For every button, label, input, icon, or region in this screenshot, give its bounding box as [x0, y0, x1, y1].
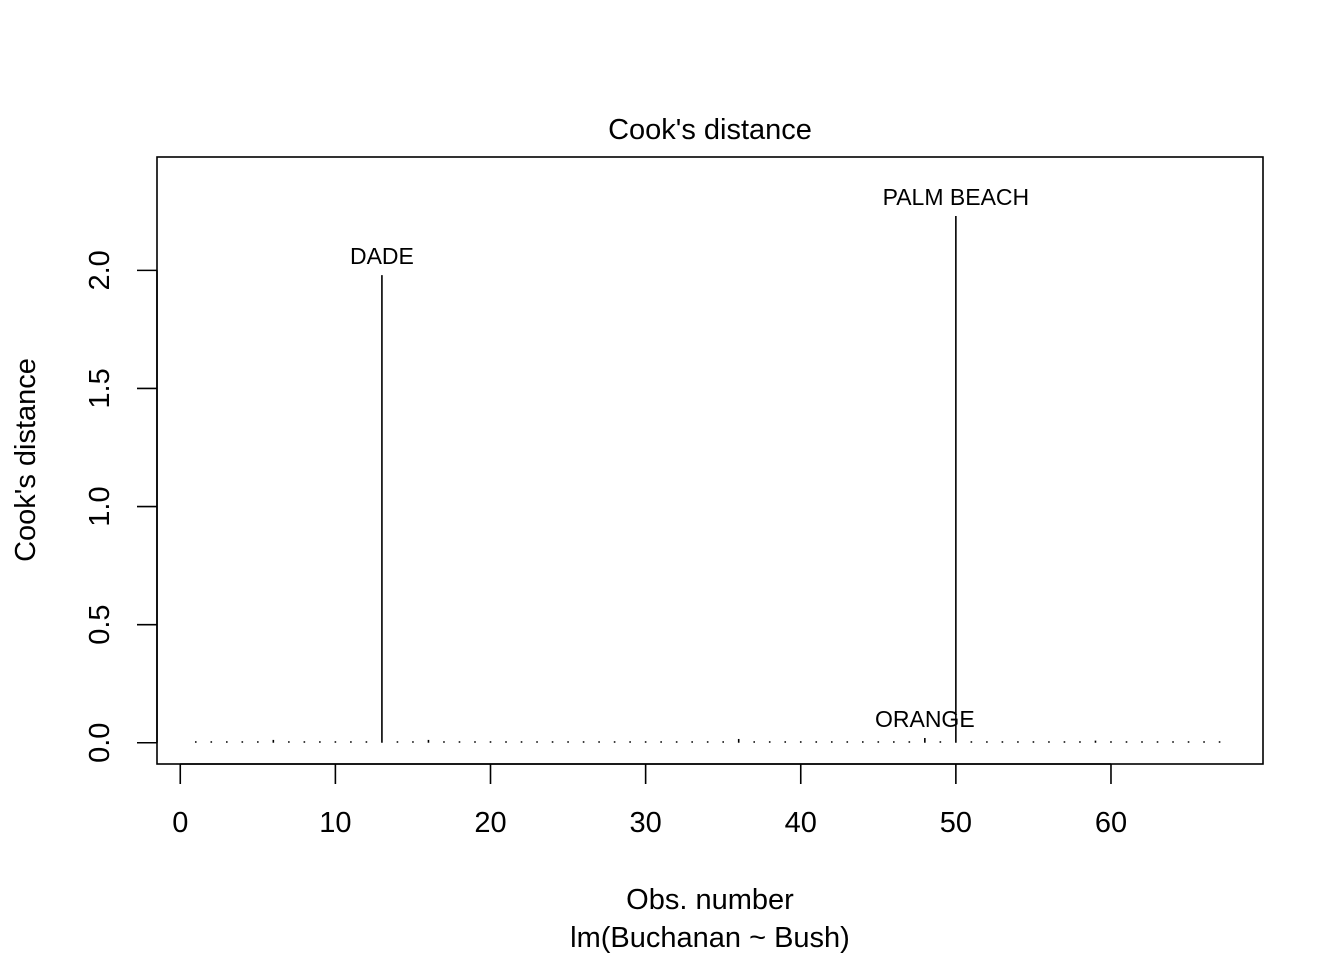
point-label: DADE — [350, 243, 414, 269]
y-axis: 0.0 0.5 1.0 1.5 2.0 — [84, 250, 158, 763]
x-tick-label: 40 — [785, 807, 817, 839]
y-tick-label: 0.5 — [84, 604, 116, 644]
x-tick-label: 50 — [940, 807, 972, 839]
x-tick-label: 10 — [319, 807, 351, 839]
chart-title: Cook's distance — [608, 114, 812, 146]
y-axis-label: Cook's distance — [10, 358, 42, 562]
x-tick-label: 30 — [629, 807, 661, 839]
x-axis: 0 10 20 30 40 50 60 — [172, 763, 1127, 839]
point-label: ORANGE — [875, 706, 975, 732]
point-label: PALM BEACH — [883, 184, 1030, 210]
y-tick-label: 1.0 — [84, 486, 116, 526]
model-formula-subtitle: lm(Buchanan ~ Bush) — [570, 922, 850, 954]
data-stems — [194, 216, 1221, 743]
plot-area-frame — [156, 156, 1264, 765]
y-tick-label: 1.5 — [84, 368, 116, 408]
y-tick-label: 2.0 — [84, 250, 116, 290]
x-tick-label: 0 — [172, 807, 188, 839]
x-tick-label: 60 — [1095, 807, 1127, 839]
y-tick-label: 0.0 — [84, 723, 116, 763]
x-tick-label: 20 — [474, 807, 506, 839]
point-labels: DADE PALM BEACH ORANGE — [350, 184, 1029, 732]
x-axis-label: Obs. number — [626, 884, 794, 916]
